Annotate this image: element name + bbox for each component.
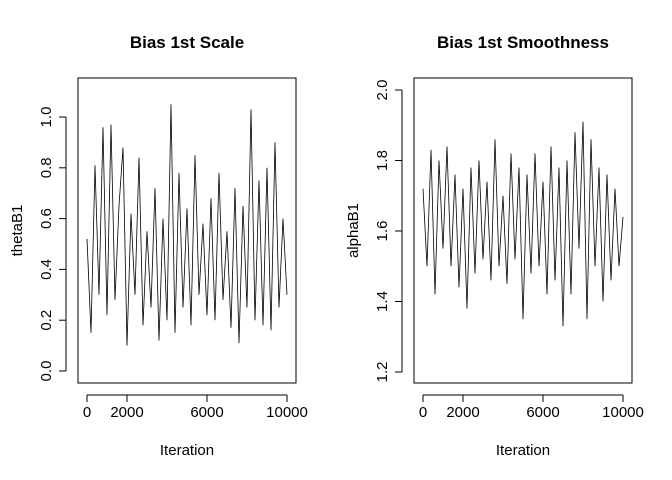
x-tick-label: 10000 [266, 404, 308, 421]
y-tick-label: 0.4 [38, 259, 55, 280]
x-tick-label: 10000 [602, 404, 644, 421]
y-tick-label: 1.2 [374, 362, 391, 383]
plot-frame [413, 77, 633, 384]
y-tick-label: 0.8 [38, 157, 55, 178]
y-tick-label: 1.6 [374, 221, 391, 242]
chart-panel-theta: Bias 1st Scale 0 2000 6000 10000 0.0 0.2 0.4 0.6… [9, 33, 308, 459]
y-tick-label: 1.0 [38, 107, 55, 128]
chart-title: Bias 1st Smoothness [437, 33, 609, 52]
x-tick-label: 6000 [190, 404, 223, 421]
y-tick-label: 1.8 [374, 150, 391, 171]
y-axis-label: alphaB1 [345, 203, 362, 258]
y-axis-label: thetaB1 [9, 205, 26, 257]
x-tick-label: 0 [83, 404, 91, 421]
y-tick-label: 0.2 [38, 310, 55, 331]
chart-title: Bias 1st Scale [130, 33, 244, 52]
chart-panel-alpha: Bias 1st Smoothness 0 2000 6000 10000 1.2 1.4 1… [345, 33, 644, 459]
x-tick-label: 2000 [110, 404, 143, 421]
x-axis-label: Iteration [496, 442, 550, 459]
plot-frame [77, 77, 297, 384]
trace-line-alpha [422, 121, 624, 327]
y-tick-label: 2.0 [374, 80, 391, 101]
y-tick-label: 1.4 [374, 291, 391, 312]
x-tick-label: 0 [419, 404, 427, 421]
trace-line-theta [86, 104, 288, 346]
x-tick-label: 6000 [526, 404, 559, 421]
y-tick-label: 0.0 [38, 361, 55, 382]
x-tick-label: 2000 [446, 404, 479, 421]
y-tick-label: 0.6 [38, 208, 55, 229]
x-axis-label: Iteration [160, 442, 214, 459]
